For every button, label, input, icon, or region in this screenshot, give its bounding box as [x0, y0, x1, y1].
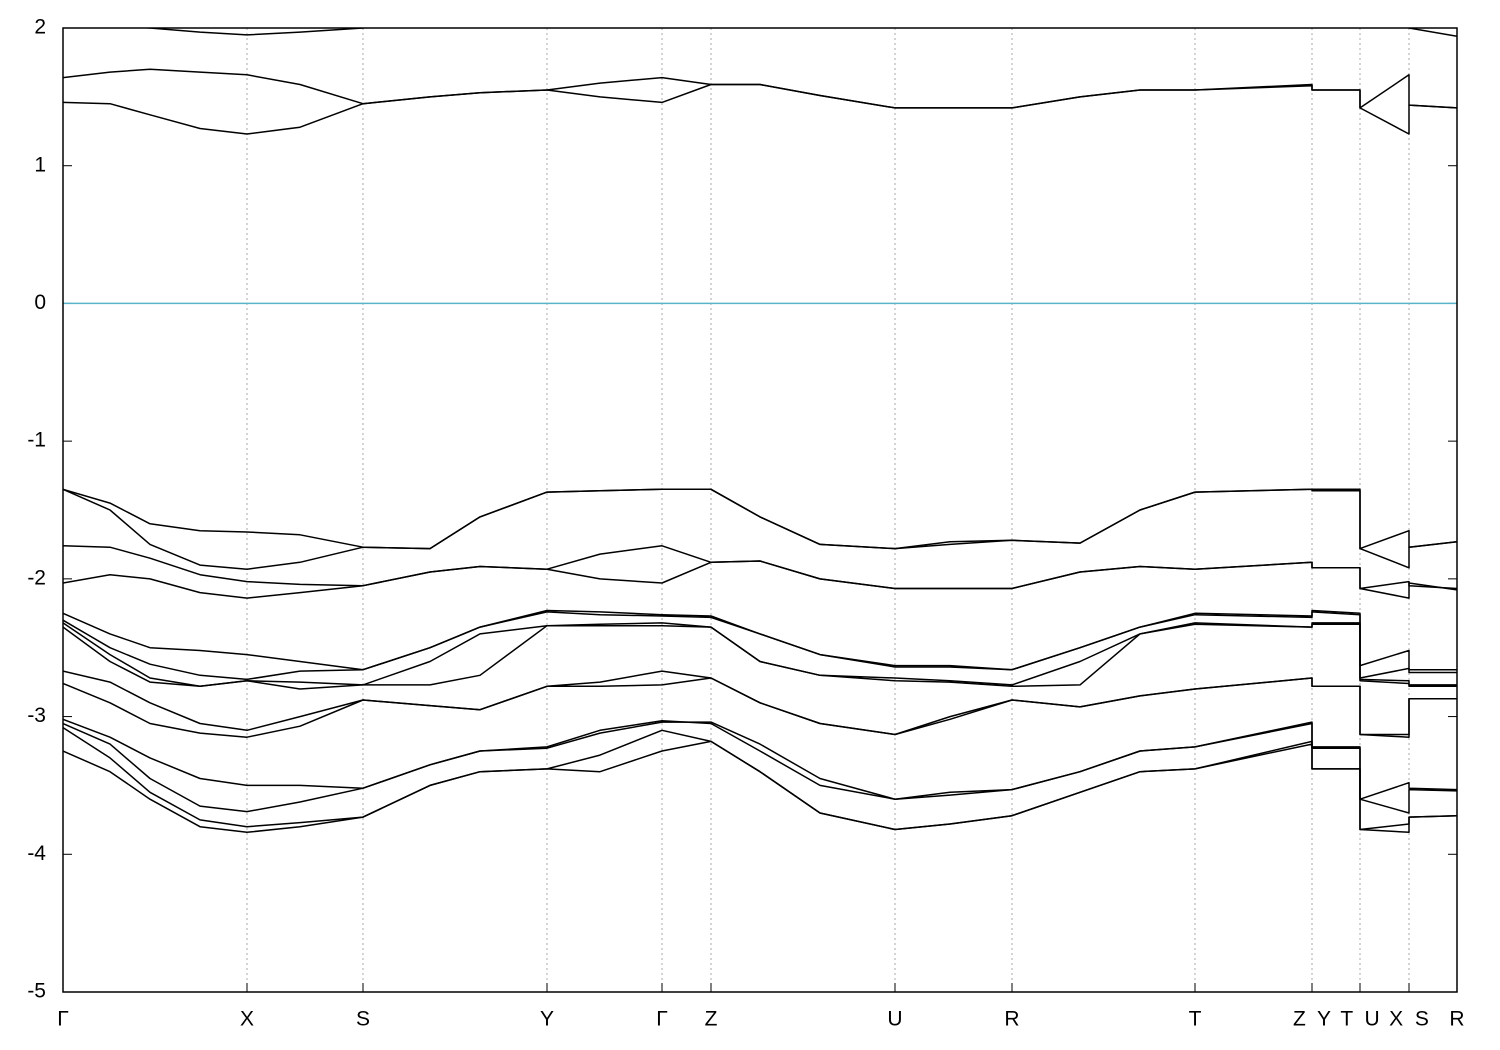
- band-line: [63, 488, 1457, 570]
- x-tick-label: X S: [1389, 1008, 1429, 1031]
- bands: [63, 28, 1457, 834]
- plot-frame: [62, 27, 1458, 993]
- x-tick-label: Y: [540, 1008, 554, 1031]
- band-line: [63, 488, 1457, 550]
- x-tick-label: Z Y: [1293, 1008, 1331, 1031]
- band-line: [139, 28, 1457, 38]
- band-line: [63, 677, 1457, 738]
- band-line: [63, 83, 1457, 135]
- band-line: [63, 726, 1457, 831]
- y-tick-label: 0: [34, 291, 46, 314]
- band-line: [63, 545, 1457, 590]
- y-tick-label: 1: [34, 153, 46, 176]
- y-tick-label: -5: [27, 980, 46, 1003]
- band-line: [63, 719, 1457, 814]
- tick-labels: 2 1 0 -1 -2 -3 -4 -5 Γ X S Y Γ Z U R T Z Y T U X S R: [27, 16, 1464, 1031]
- y-tick-label: -4: [27, 842, 46, 865]
- x-tick-label: R: [1449, 1008, 1464, 1031]
- band-line: [63, 622, 1457, 688]
- x-tick-label: R: [1004, 1008, 1019, 1031]
- band-line: [63, 740, 1457, 834]
- x-tick-label: Γ: [656, 1008, 668, 1031]
- x-tick-label: U: [887, 1008, 902, 1031]
- band-line: [63, 611, 1457, 681]
- x-tick-label: Z: [705, 1008, 718, 1031]
- y-tick-label: -3: [27, 704, 46, 727]
- x-tick-label: S: [356, 1008, 370, 1031]
- y-tick-label: -2: [27, 566, 46, 589]
- band-line: [63, 718, 1457, 800]
- x-tick-label: T U: [1340, 1008, 1379, 1031]
- band-line: [63, 623, 1457, 690]
- x-tick-label: X: [240, 1008, 254, 1031]
- grid: [62, 27, 1458, 993]
- band-line: [63, 560, 1457, 599]
- x-tick-label: Γ: [57, 1008, 69, 1031]
- x-tick-label: T: [1189, 1008, 1202, 1031]
- y-tick-label: 2: [34, 16, 46, 39]
- y-tick-label: -1: [27, 429, 46, 452]
